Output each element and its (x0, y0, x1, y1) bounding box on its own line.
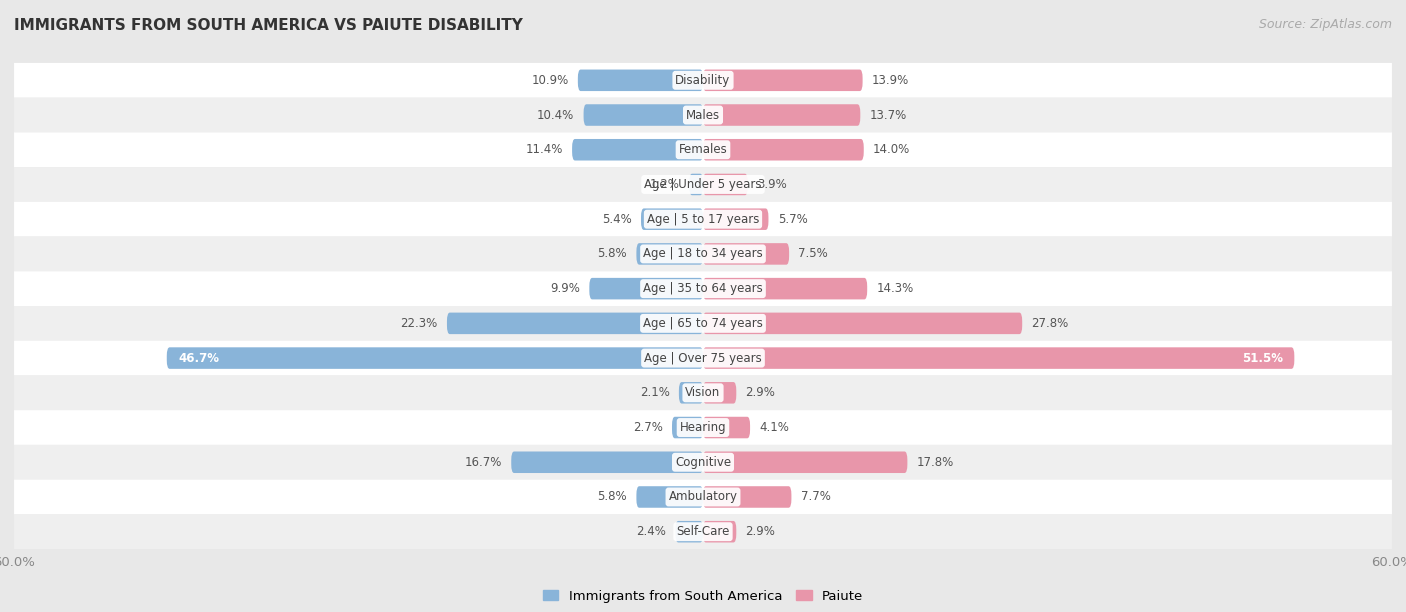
Text: Age | 35 to 64 years: Age | 35 to 64 years (643, 282, 763, 295)
Text: 5.7%: 5.7% (778, 213, 807, 226)
FancyBboxPatch shape (675, 521, 703, 542)
Text: Disability: Disability (675, 74, 731, 87)
FancyBboxPatch shape (703, 521, 737, 542)
FancyBboxPatch shape (14, 271, 1392, 306)
FancyBboxPatch shape (14, 63, 1392, 98)
Text: 7.5%: 7.5% (799, 247, 828, 261)
Legend: Immigrants from South America, Paiute: Immigrants from South America, Paiute (537, 584, 869, 608)
FancyBboxPatch shape (14, 237, 1392, 271)
Text: 11.4%: 11.4% (526, 143, 562, 156)
Text: 27.8%: 27.8% (1032, 317, 1069, 330)
Text: 46.7%: 46.7% (179, 351, 219, 365)
Text: 9.9%: 9.9% (550, 282, 581, 295)
FancyBboxPatch shape (637, 486, 703, 508)
FancyBboxPatch shape (14, 480, 1392, 514)
Text: IMMIGRANTS FROM SOUTH AMERICA VS PAIUTE DISABILITY: IMMIGRANTS FROM SOUTH AMERICA VS PAIUTE … (14, 18, 523, 34)
FancyBboxPatch shape (14, 375, 1392, 410)
Text: 16.7%: 16.7% (465, 456, 502, 469)
FancyBboxPatch shape (703, 348, 1295, 369)
Text: 2.9%: 2.9% (745, 525, 775, 538)
FancyBboxPatch shape (14, 167, 1392, 202)
FancyBboxPatch shape (14, 514, 1392, 549)
FancyBboxPatch shape (447, 313, 703, 334)
Text: Age | Under 5 years: Age | Under 5 years (644, 178, 762, 191)
FancyBboxPatch shape (14, 202, 1392, 237)
Text: 4.1%: 4.1% (759, 421, 789, 434)
Text: 13.7%: 13.7% (869, 108, 907, 122)
FancyBboxPatch shape (689, 174, 703, 195)
Text: 3.9%: 3.9% (756, 178, 787, 191)
Text: 51.5%: 51.5% (1241, 351, 1282, 365)
Text: 22.3%: 22.3% (401, 317, 437, 330)
FancyBboxPatch shape (637, 243, 703, 264)
FancyBboxPatch shape (703, 243, 789, 264)
FancyBboxPatch shape (14, 132, 1392, 167)
FancyBboxPatch shape (672, 417, 703, 438)
FancyBboxPatch shape (14, 410, 1392, 445)
FancyBboxPatch shape (167, 348, 703, 369)
Text: 2.7%: 2.7% (633, 421, 662, 434)
FancyBboxPatch shape (14, 445, 1392, 480)
Text: Age | 65 to 74 years: Age | 65 to 74 years (643, 317, 763, 330)
Text: 1.2%: 1.2% (650, 178, 681, 191)
FancyBboxPatch shape (14, 341, 1392, 375)
Text: Age | Over 75 years: Age | Over 75 years (644, 351, 762, 365)
FancyBboxPatch shape (572, 139, 703, 160)
FancyBboxPatch shape (703, 70, 863, 91)
Text: 2.1%: 2.1% (640, 386, 669, 399)
Text: Self-Care: Self-Care (676, 525, 730, 538)
Text: Hearing: Hearing (679, 421, 727, 434)
FancyBboxPatch shape (703, 486, 792, 508)
Text: 17.8%: 17.8% (917, 456, 953, 469)
Text: 10.9%: 10.9% (531, 74, 568, 87)
FancyBboxPatch shape (512, 452, 703, 473)
FancyBboxPatch shape (589, 278, 703, 299)
FancyBboxPatch shape (703, 104, 860, 126)
Text: 2.9%: 2.9% (745, 386, 775, 399)
FancyBboxPatch shape (679, 382, 703, 403)
FancyBboxPatch shape (703, 139, 863, 160)
FancyBboxPatch shape (641, 209, 703, 230)
Text: Age | 18 to 34 years: Age | 18 to 34 years (643, 247, 763, 261)
Text: Males: Males (686, 108, 720, 122)
Text: Source: ZipAtlas.com: Source: ZipAtlas.com (1258, 18, 1392, 31)
FancyBboxPatch shape (703, 209, 769, 230)
Text: 14.3%: 14.3% (876, 282, 914, 295)
FancyBboxPatch shape (703, 382, 737, 403)
Text: 10.4%: 10.4% (537, 108, 575, 122)
FancyBboxPatch shape (14, 306, 1392, 341)
Text: Vision: Vision (685, 386, 721, 399)
Text: Females: Females (679, 143, 727, 156)
FancyBboxPatch shape (703, 174, 748, 195)
Text: 5.4%: 5.4% (602, 213, 631, 226)
Text: 14.0%: 14.0% (873, 143, 910, 156)
Text: 5.8%: 5.8% (598, 247, 627, 261)
FancyBboxPatch shape (703, 313, 1022, 334)
Text: 13.9%: 13.9% (872, 74, 910, 87)
Text: Cognitive: Cognitive (675, 456, 731, 469)
Text: 5.8%: 5.8% (598, 490, 627, 504)
FancyBboxPatch shape (578, 70, 703, 91)
Text: Ambulatory: Ambulatory (668, 490, 738, 504)
FancyBboxPatch shape (583, 104, 703, 126)
Text: 7.7%: 7.7% (800, 490, 831, 504)
FancyBboxPatch shape (703, 278, 868, 299)
FancyBboxPatch shape (14, 98, 1392, 132)
FancyBboxPatch shape (703, 417, 749, 438)
Text: 2.4%: 2.4% (637, 525, 666, 538)
FancyBboxPatch shape (703, 452, 907, 473)
Text: Age | 5 to 17 years: Age | 5 to 17 years (647, 213, 759, 226)
